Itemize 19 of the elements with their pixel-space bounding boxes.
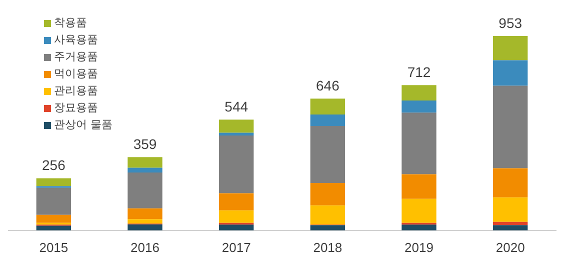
x-tick-label: 2016	[130, 240, 160, 255]
annotation: 953	[498, 14, 522, 31]
legend-label: 착용품	[54, 16, 87, 30]
x-tick-label: 2015	[39, 240, 68, 255]
annotation: 544	[224, 98, 248, 114]
annotation: 712	[407, 64, 431, 80]
x-tick-label: 2018	[313, 240, 342, 255]
annotation: 256	[42, 157, 66, 174]
x-tick-label: 2019	[404, 240, 434, 255]
annotation: 359	[133, 136, 157, 152]
legend-label: 먹이용품	[54, 67, 98, 81]
legend-label: 장묘용품	[54, 101, 98, 115]
annotation: 646	[316, 77, 340, 94]
legend-label: 관리용품	[54, 84, 98, 98]
legend-label: 주거용품	[54, 50, 98, 64]
x-tick-label: 2020	[496, 240, 525, 255]
x-tick-label: 2017	[222, 240, 251, 255]
legend-label: 사육용품	[54, 33, 98, 47]
legend-label: 관상어 물품	[54, 118, 112, 132]
